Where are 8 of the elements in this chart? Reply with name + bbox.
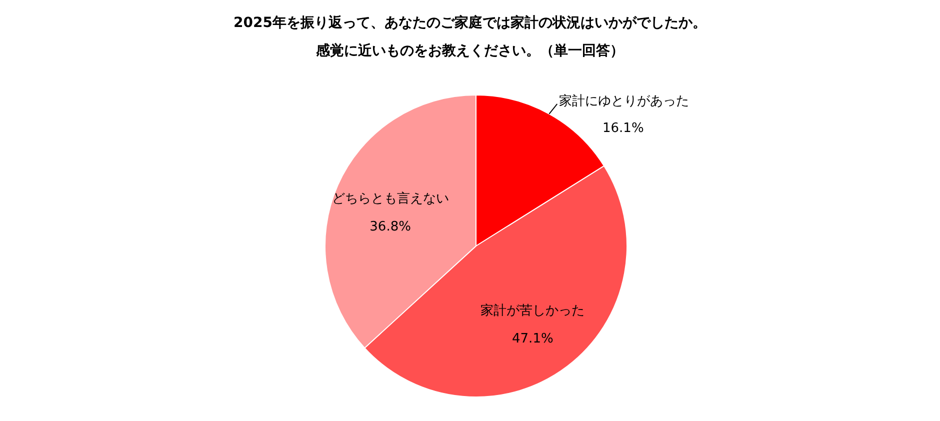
subtitle: 感覚に近いものをお教えください。（単一回答）	[316, 43, 624, 59]
slice-label: どちらとも言えない	[332, 190, 449, 206]
data-label: 36.8%	[370, 219, 411, 234]
data-label: 16.1%	[602, 120, 644, 136]
data-label: 47.1%	[512, 332, 554, 347]
title: 2025年を振り返って、あなたのご家庭では家計の状況はいかがでしたか。	[234, 15, 706, 31]
slice-label: 家計が苦しかった	[480, 302, 585, 319]
slice-label: 家計にゆとりがあった	[559, 92, 690, 109]
